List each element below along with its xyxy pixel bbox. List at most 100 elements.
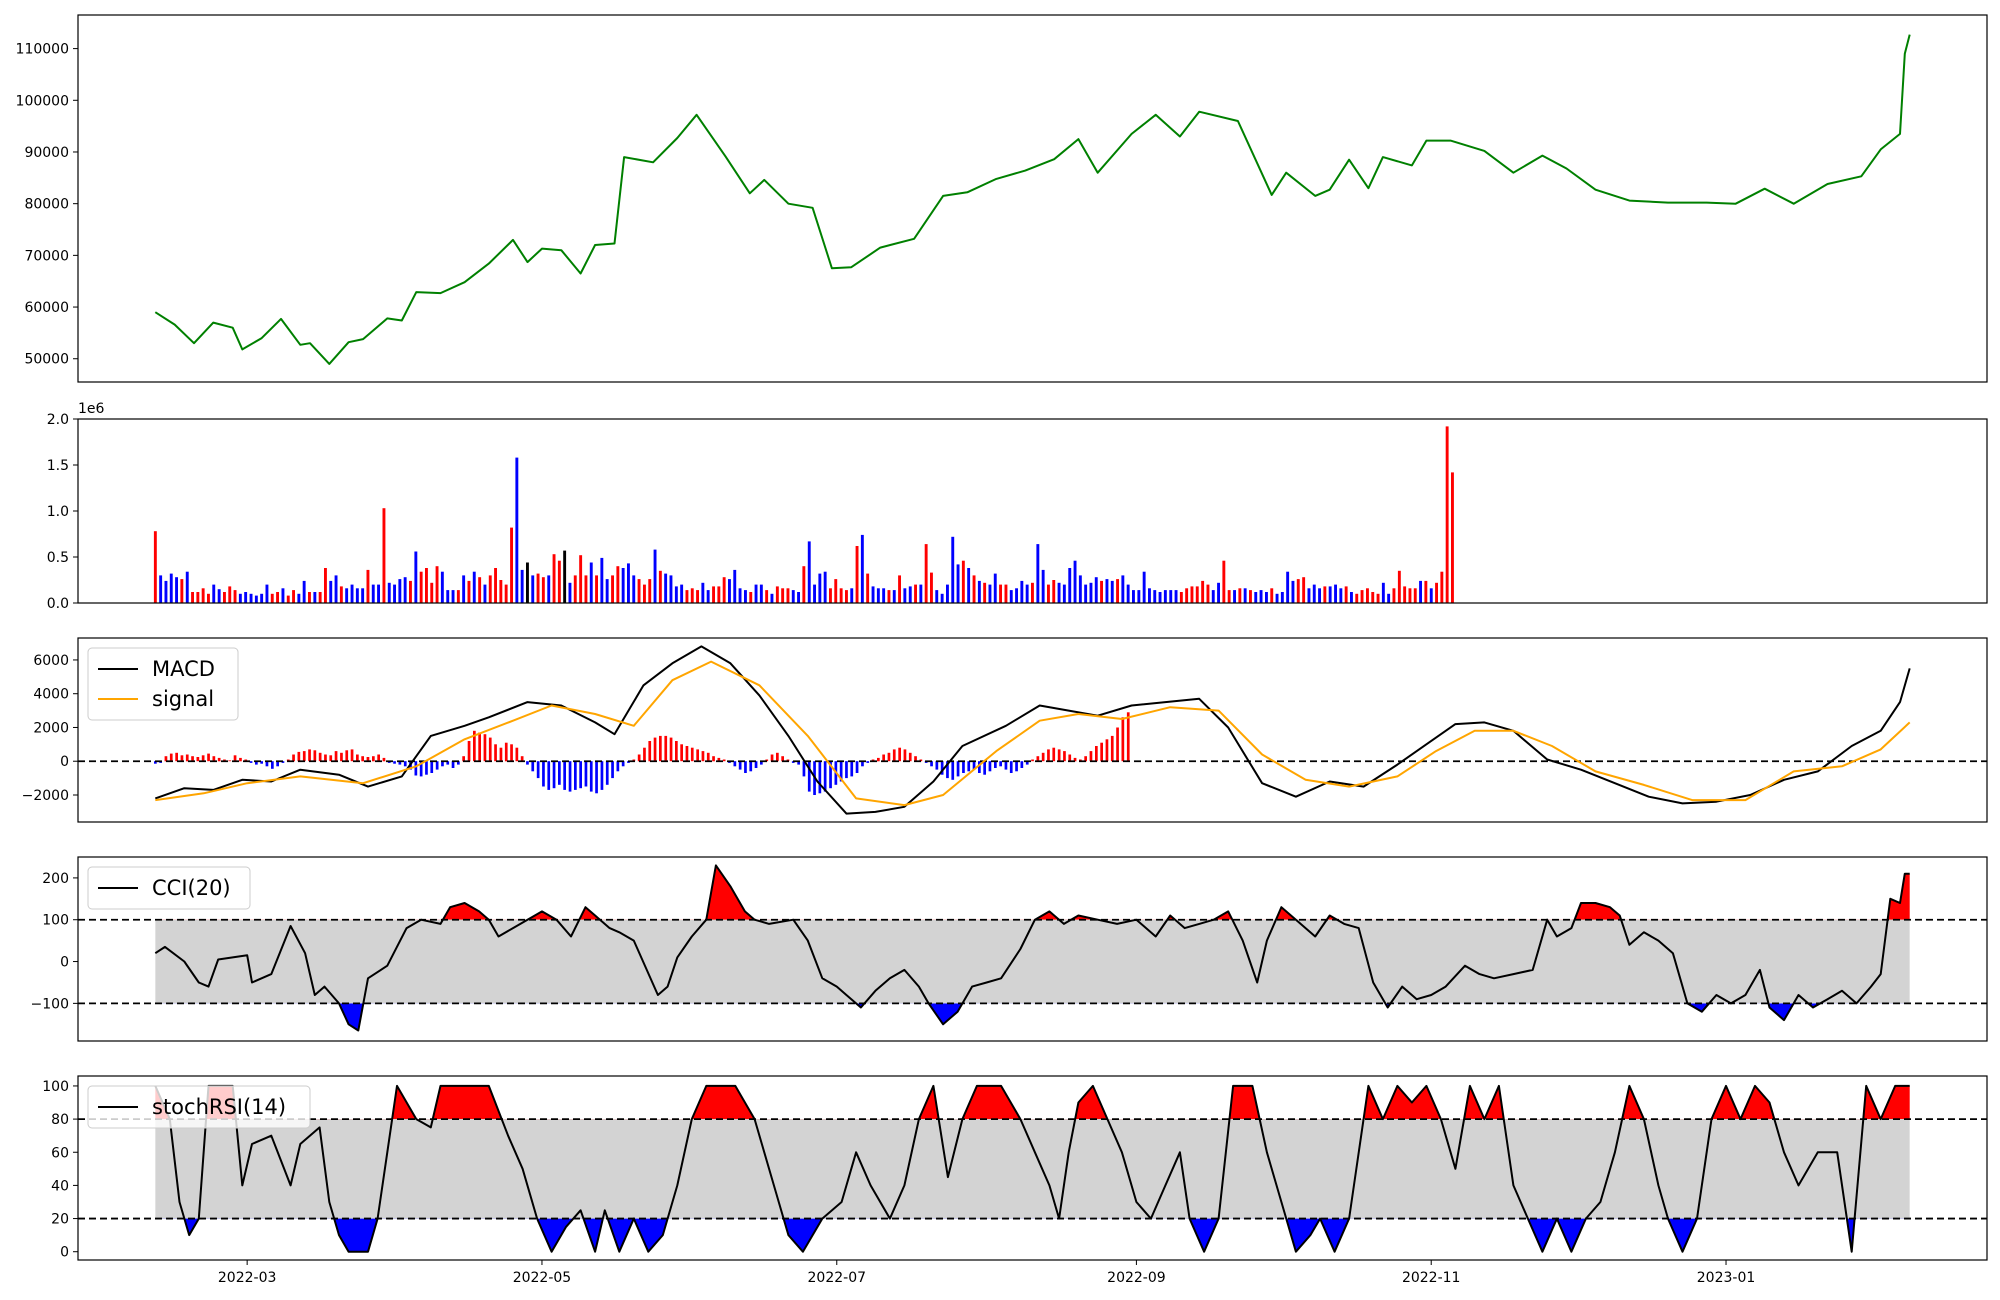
volume-bar bbox=[1323, 586, 1327, 603]
volume-bar bbox=[807, 541, 811, 603]
volume-bar bbox=[1015, 588, 1018, 603]
volume-bar bbox=[1233, 590, 1236, 603]
macd-histogram-bar bbox=[994, 761, 997, 768]
macd-histogram-bar bbox=[1025, 761, 1029, 765]
macd-histogram-bar bbox=[265, 761, 269, 767]
volume-bar bbox=[446, 590, 450, 603]
volume-bar bbox=[632, 575, 636, 603]
macd-histogram-bar bbox=[946, 761, 949, 779]
macd-histogram-bar bbox=[276, 761, 279, 767]
volume-bar bbox=[318, 592, 322, 603]
macd-histogram-bar bbox=[951, 761, 955, 780]
volume-bar bbox=[1387, 593, 1391, 603]
volume-bar bbox=[435, 566, 439, 603]
volume-bar bbox=[845, 590, 848, 603]
volume-bar bbox=[350, 584, 354, 603]
volume-bar bbox=[1094, 577, 1098, 603]
macd-histogram-bar bbox=[414, 761, 418, 776]
price-ytick-label: 110000 bbox=[16, 42, 69, 58]
macd-histogram-bar bbox=[488, 737, 492, 762]
volume-bar bbox=[685, 590, 689, 603]
macd-histogram-bar bbox=[196, 757, 200, 762]
macd-histogram-bar bbox=[956, 761, 960, 777]
macd-histogram-bar bbox=[659, 735, 662, 762]
volume-bar bbox=[749, 592, 753, 603]
volume-bar bbox=[1376, 593, 1380, 603]
macd-histogram-bar bbox=[467, 741, 471, 762]
volume-bar bbox=[191, 592, 194, 603]
macd-histogram-bar bbox=[382, 757, 386, 762]
volume-bar bbox=[898, 575, 901, 603]
volume-bar bbox=[1110, 580, 1114, 603]
volume-bar bbox=[164, 580, 168, 603]
volume-bar bbox=[1211, 590, 1215, 603]
macd-histogram-bar bbox=[898, 747, 901, 762]
macd-histogram-bar bbox=[653, 737, 657, 762]
macd-histogram-bar bbox=[605, 761, 609, 785]
macd-histogram-bar bbox=[930, 761, 933, 767]
volume-bar bbox=[1206, 584, 1210, 603]
volume-bar bbox=[1100, 580, 1103, 603]
macd-histogram-bar bbox=[260, 761, 263, 764]
volume-bar bbox=[270, 593, 274, 603]
macd-histogram-bar bbox=[462, 756, 465, 762]
volume-bar bbox=[924, 544, 928, 603]
volume-bar bbox=[180, 579, 184, 603]
volume-bar bbox=[866, 573, 870, 603]
macd-histogram-bar bbox=[675, 741, 678, 762]
macd-histogram-bar bbox=[180, 755, 184, 762]
stochrsi-ytick-label: 40 bbox=[51, 1178, 69, 1194]
volume-bar bbox=[839, 588, 843, 603]
macd-histogram-bar bbox=[239, 757, 242, 762]
macd-histogram-bar bbox=[754, 761, 758, 768]
volume-bar bbox=[1286, 571, 1290, 603]
stochrsi-ytick-label: 0 bbox=[60, 1245, 69, 1261]
macd-histogram-bar bbox=[1100, 742, 1103, 762]
cci-neutral-band bbox=[155, 919, 1910, 1004]
volume-bar bbox=[1440, 571, 1444, 603]
volume-bar bbox=[201, 588, 205, 603]
date-tick-label: 2022-03 bbox=[218, 1270, 277, 1286]
volume-ytick-label: 0.5 bbox=[47, 550, 69, 566]
volume-bar bbox=[1073, 560, 1077, 603]
macd-histogram-bar bbox=[600, 761, 604, 790]
volume-bar bbox=[903, 588, 907, 603]
volume-bar bbox=[207, 593, 210, 603]
macd-legend-label: signal bbox=[152, 687, 214, 711]
macd-histogram-bar bbox=[425, 761, 428, 775]
volume-bar bbox=[908, 586, 912, 603]
macd-histogram-bar bbox=[972, 761, 976, 770]
macd-histogram-bar bbox=[845, 761, 848, 779]
date-tick-label: 2022-05 bbox=[513, 1270, 572, 1286]
macd-histogram-bar bbox=[1004, 761, 1008, 770]
macd-histogram-bar bbox=[249, 761, 253, 763]
macd-histogram-bar bbox=[1057, 749, 1061, 762]
volume-bar bbox=[286, 595, 290, 603]
volume-bar bbox=[690, 588, 694, 603]
volume-bar bbox=[1328, 586, 1332, 603]
volume-bar bbox=[1153, 590, 1157, 603]
volume-bar bbox=[425, 568, 428, 603]
volume-bar bbox=[770, 593, 774, 603]
macd-histogram-bar bbox=[334, 751, 338, 762]
macd-histogram-bar bbox=[914, 756, 917, 762]
volume-bar bbox=[456, 590, 460, 603]
volume-bar bbox=[1413, 588, 1417, 603]
volume-bar bbox=[669, 575, 673, 603]
volume-bar bbox=[823, 571, 827, 603]
volume-bar bbox=[1222, 560, 1226, 603]
volume-bar bbox=[643, 584, 646, 603]
volume-bar bbox=[977, 580, 981, 603]
macd-histogram-bar bbox=[345, 750, 349, 762]
macd-histogram-bar bbox=[701, 751, 705, 762]
macd-histogram-bar bbox=[967, 761, 971, 772]
macd-histogram-bar bbox=[1084, 756, 1087, 762]
macd-histogram-bar bbox=[451, 761, 455, 768]
macd-histogram-bar bbox=[733, 761, 737, 767]
volume-ytick-label: 0.0 bbox=[47, 596, 69, 612]
macd-histogram-bar bbox=[940, 761, 944, 775]
volume-bar bbox=[935, 590, 939, 603]
volume-bar bbox=[175, 577, 178, 603]
volume-ytick-label: 1.5 bbox=[47, 458, 69, 474]
